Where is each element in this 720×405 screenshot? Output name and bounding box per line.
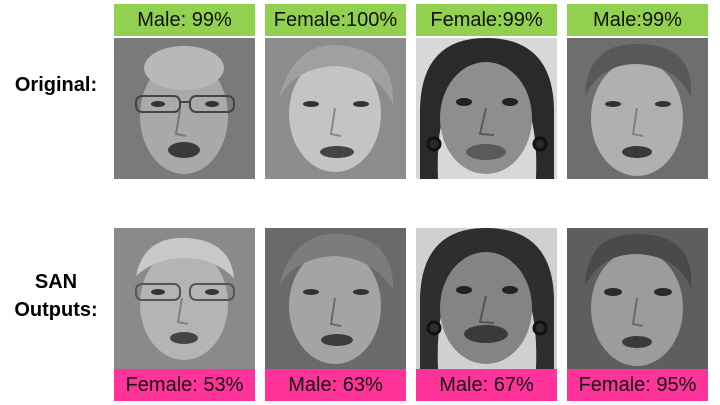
san-output-face-image-2 bbox=[265, 228, 406, 369]
san-output-badge-3: Male: 67% bbox=[416, 369, 557, 401]
original-face-image-2 bbox=[265, 38, 406, 179]
san-output-face-image-4 bbox=[567, 228, 708, 369]
original-badge-1: Male: 99% bbox=[114, 4, 255, 36]
row-label-original-text: Original: bbox=[14, 74, 98, 96]
original-badge-2: Female:100% bbox=[265, 4, 406, 36]
san-output-face-image-3 bbox=[416, 228, 557, 369]
san-output-face-image-1 bbox=[114, 228, 255, 369]
row-label-original: Original: bbox=[6, 71, 106, 99]
san-output-badge-2: Male: 63% bbox=[265, 369, 406, 401]
san-output-badge-1: Female: 53% bbox=[114, 369, 255, 401]
original-face-image-3 bbox=[416, 38, 557, 179]
original-badge-3: Female:99% bbox=[416, 4, 557, 36]
original-face-image-1 bbox=[114, 38, 255, 179]
row-label-san-line2: Outputs: bbox=[14, 299, 98, 321]
row-label-san-line1: SAN bbox=[34, 271, 78, 293]
original-badge-4: Male:99% bbox=[567, 4, 708, 36]
san-output-badge-4: Female: 95% bbox=[567, 369, 708, 401]
original-face-image-4 bbox=[567, 38, 708, 179]
row-label-san-outputs: SAN Outputs: bbox=[6, 268, 106, 324]
